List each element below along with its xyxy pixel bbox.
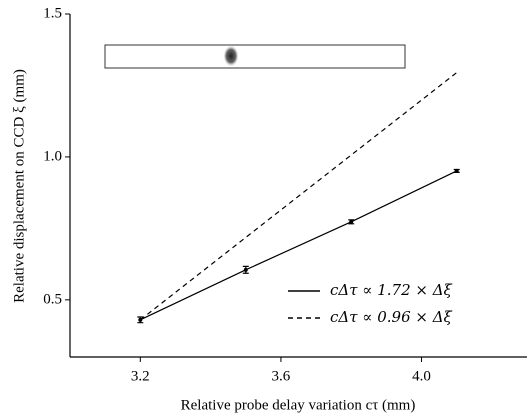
data-point <box>349 219 354 224</box>
series-line <box>140 170 457 321</box>
x-tick-label: 3.6 <box>272 368 291 384</box>
legend-label: cΔτ ∝ 0.96 × Δξ <box>330 308 453 326</box>
series-line <box>139 72 458 321</box>
y-tick-label: 1.5 <box>43 5 62 21</box>
x-axis-label: Relative probe delay variation cτ (mm) <box>181 397 416 413</box>
y-tick-label: 1.0 <box>43 148 62 164</box>
y-tick-label: 0.5 <box>43 291 62 307</box>
x-tick-label: 4.0 <box>412 368 431 384</box>
data-point <box>454 168 459 173</box>
x-tick-label: 3.2 <box>131 368 150 384</box>
data-point <box>243 267 248 272</box>
legend-label: cΔτ ∝ 1.72 × Δξ <box>330 281 453 299</box>
y-axis-label: Relative displacement on CCD ξ (mm) <box>11 69 27 303</box>
inset-image <box>104 44 406 69</box>
